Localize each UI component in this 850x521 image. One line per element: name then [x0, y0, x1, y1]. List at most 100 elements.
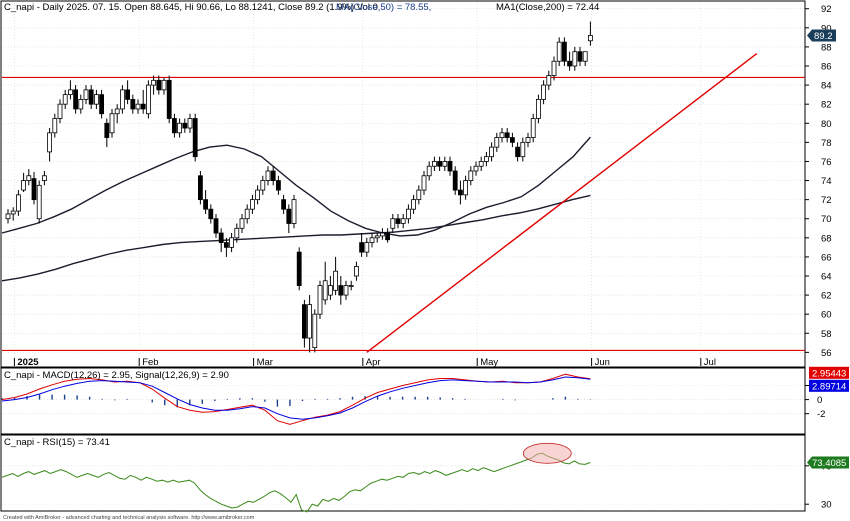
macd-value-tags: 2.95443 2.89714: [809, 366, 849, 392]
candle-body: [94, 94, 99, 105]
last-price-marker: 89.2: [807, 29, 836, 42]
candle-body: [291, 199, 297, 224]
candle-body: [213, 218, 219, 234]
candle-body: [567, 60, 572, 67]
rsi-highlight-ellipse: [522, 442, 572, 464]
candle-body: [327, 285, 333, 296]
candle-body: [431, 161, 437, 167]
candle-body: [73, 89, 78, 110]
candle-body: [400, 218, 406, 224]
rsi-series-line: [1, 452, 591, 513]
moving-average-lines: [1, 136, 591, 282]
macd-pane[interactable]: -202 C_napi - MACD(12,26) = 2.95, Signal…: [0, 366, 849, 435]
candle-body: [536, 99, 541, 119]
month-axis: 2025 Feb Mar Apr May Jun Jul: [13, 357, 716, 368]
candle-body: [301, 304, 307, 339]
price-tick-label: 56: [821, 348, 832, 359]
signal-value-text: 2.89714: [812, 381, 846, 392]
price-tick-label: 64: [821, 272, 832, 283]
candle-body: [171, 118, 177, 134]
candle-body: [457, 189, 463, 196]
month-label: Jun: [595, 357, 610, 368]
month-label: Jul: [704, 357, 716, 368]
candle-body: [234, 227, 240, 239]
candle-body: [312, 313, 318, 348]
month-label: May: [480, 357, 498, 368]
rsi-pane[interactable]: 3070 C_napi - RSI(15) = 73.41 73.4085: [0, 434, 849, 513]
candle-body: [426, 165, 432, 177]
month-label: Feb: [142, 357, 158, 368]
candle-body: [499, 132, 505, 138]
candle-body: [509, 137, 515, 143]
price-tick-label: 60: [821, 310, 832, 321]
ma200-label: MA1(Close,200) = 72.44: [496, 2, 599, 13]
candle-body: [223, 242, 229, 248]
candle-body: [21, 180, 27, 191]
candle-body: [140, 103, 146, 110]
candle-body: [348, 285, 354, 287]
candle-body: [182, 122, 188, 129]
candle-body: [379, 232, 385, 237]
candle-body: [151, 79, 157, 86]
candle-body: [338, 285, 344, 296]
candle-body: [260, 180, 266, 191]
price-tick-label: 72: [821, 195, 832, 206]
candle-body: [42, 175, 47, 181]
candle-body: [473, 165, 479, 172]
candle-body: [390, 218, 396, 229]
rsi-value-tag-shape: [807, 456, 849, 469]
candle-body: [239, 218, 245, 229]
reference-lines: [2, 53, 805, 353]
macd-tick-label: 0: [817, 395, 822, 406]
candle-body: [572, 51, 578, 67]
candle-body: [530, 118, 536, 138]
candle-body: [109, 113, 115, 134]
candle-body: [249, 199, 255, 210]
candle-body: [255, 189, 261, 201]
last-price-tag: [807, 29, 836, 42]
price-tick-label: 82: [821, 100, 832, 111]
candle-body: [447, 161, 453, 172]
candle-body: [286, 208, 292, 224]
candle-body: [369, 237, 375, 243]
candle-body: [483, 156, 489, 162]
candle-body: [468, 170, 474, 181]
candle-body: [47, 132, 52, 153]
candle-body: [78, 99, 84, 110]
candle-body: [478, 161, 484, 167]
candle-body: [385, 232, 391, 241]
candle-body: [265, 170, 271, 181]
candle-body: [494, 137, 500, 148]
candle-body: [317, 285, 323, 315]
candle-body: [551, 60, 557, 76]
candle-body: [437, 161, 443, 167]
price-tick-label: 66: [821, 252, 832, 263]
footer-credit: Created with AmiBroker - advanced charti…: [3, 515, 255, 521]
ma50-label: MA(Close,50) = 78.55,: [336, 2, 431, 13]
macd-title: C_napi - MACD(12,26) = 2.95, Signal(12,2…: [4, 370, 229, 381]
candle-body: [442, 161, 448, 167]
price-title: C_napi - Daily 2025. 07. 15. Open 88.645…: [4, 2, 599, 13]
candle-body: [104, 122, 110, 138]
signal-value-tag: [809, 379, 849, 392]
signal-line: [1, 376, 591, 420]
price-tick-label: 90: [821, 23, 832, 34]
candle-body: [504, 132, 510, 138]
candle-body: [275, 180, 281, 191]
candle-body: [343, 285, 349, 296]
candle-body: [515, 146, 520, 158]
candle-body: [31, 178, 37, 201]
rsi-grid: [2, 465, 805, 505]
candle-body: [156, 79, 162, 91]
candle-body: [588, 35, 593, 42]
price-pane-frame: [0, 0, 806, 368]
candle-body: [114, 108, 120, 115]
rsi-value-text: 73.4085: [812, 458, 846, 469]
price-pane[interactable]: 56 58 60 62 64 66 68 70 72 74 76 78 80 82 84 86 88 90 92 2…: [0, 0, 836, 368]
price-tick-label: 78: [821, 138, 832, 149]
price-axis: 56 58 60 62 64 66 68 70 72 74 76 78 80 82 84 86 88 90 92: [805, 4, 832, 359]
candle-body: [359, 242, 365, 253]
candle-body: [577, 51, 583, 62]
candle-body: [333, 270, 339, 291]
month-label: Apr: [366, 357, 381, 368]
